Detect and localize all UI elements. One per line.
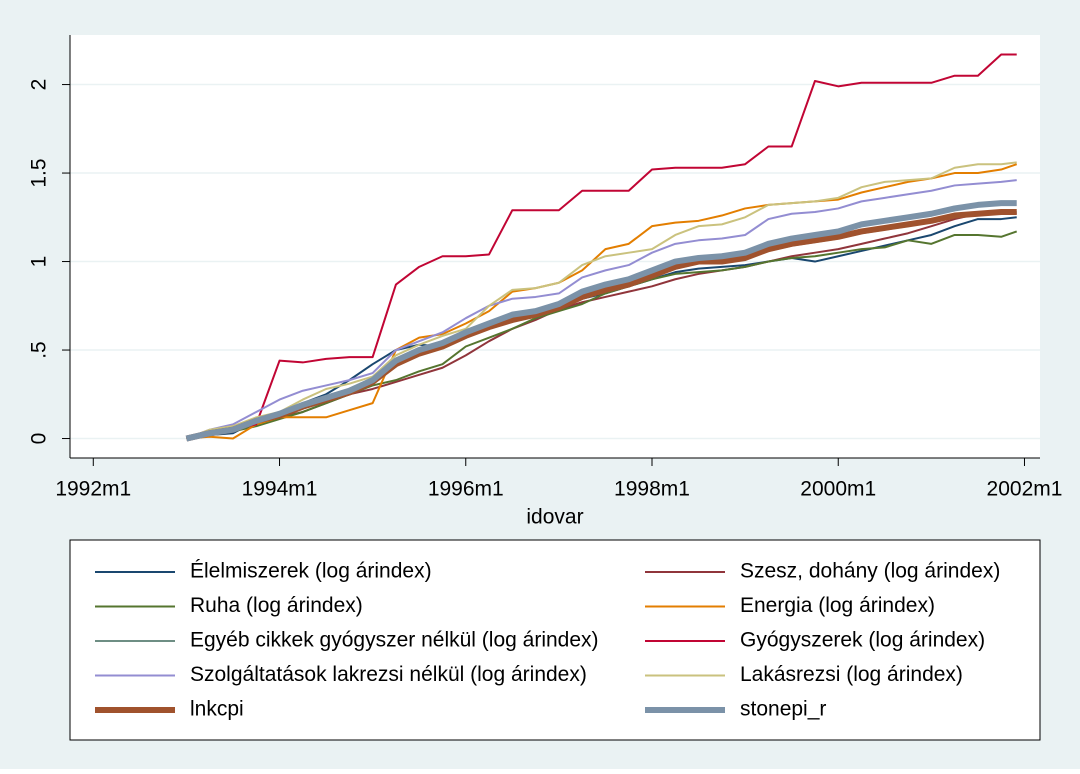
series-line [186,53,1017,440]
y-tick-label: 1 [28,256,51,268]
y-tick-label: .5 [28,341,51,359]
series-line [186,230,1018,440]
plot-area [70,35,1040,458]
y-tick-label: 1.5 [28,158,51,187]
legend-label: stonepi_r [740,698,826,721]
series-line [186,163,1018,440]
series-line [185,200,1017,442]
y-tick-label: 0 [28,433,51,445]
legend-label: Ruha (log árindex) [190,594,363,617]
legend-label: Lakásrezsi (log árindex) [740,663,963,686]
legend-box [69,539,1041,741]
series-line [186,161,1017,440]
x-tick-label: 2002m1 [987,478,1063,501]
legend-label: lnkcpi [190,698,244,721]
legend-label: Szesz, dohány (log árindex) [740,560,1000,583]
legend-label: Élelmiszerek (log árindex) [190,560,432,583]
x-tick-label: 1994m1 [242,478,318,501]
x-tick-label: 2000m1 [800,478,876,501]
legend-label: Egyéb cikkek gyógyszer nélkül (log árind… [190,629,599,652]
x-tick-label: 1996m1 [428,478,504,501]
x-tick-label: 1992m1 [55,478,131,501]
y-tick-label: 2 [28,79,51,91]
legend-label: Energia (log árindex) [740,594,935,617]
x-axis-label: idovar [526,506,583,529]
series-line [186,179,1017,440]
x-tick-label: 1998m1 [614,478,690,501]
legend-label: Gyógyszerek (log árindex) [740,629,985,652]
legend-label: Szolgáltatások lakrezsi nélkül (log árin… [190,663,587,686]
